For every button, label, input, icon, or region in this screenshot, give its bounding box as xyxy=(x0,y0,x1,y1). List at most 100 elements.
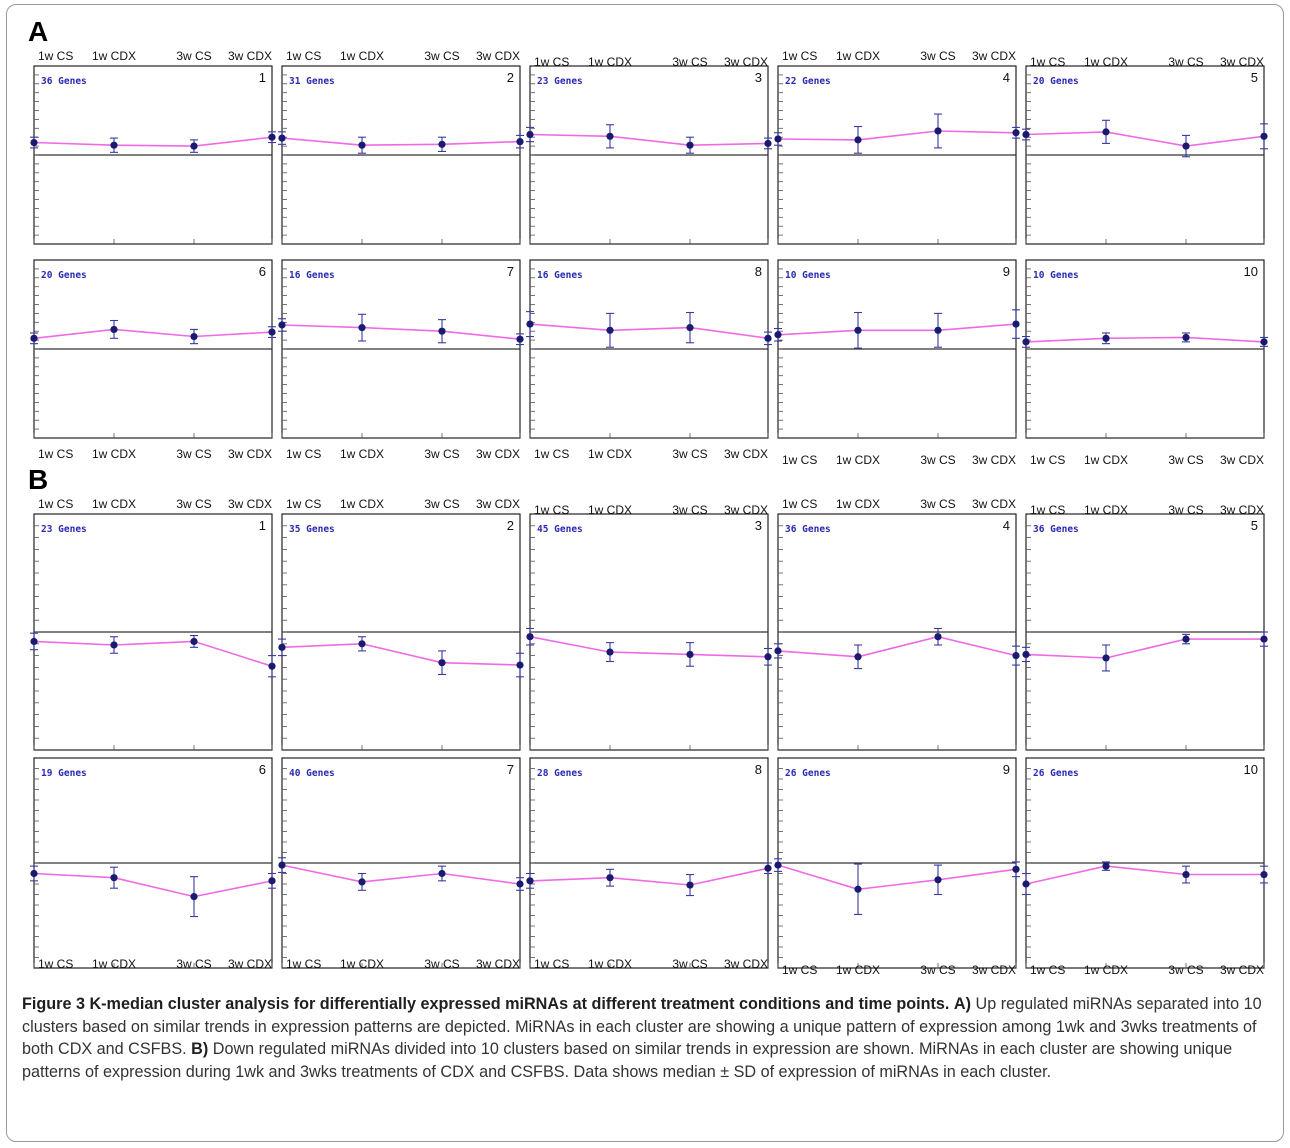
panel-a-cluster-8-point-1 xyxy=(606,326,614,334)
panel-b-cluster-7-category-label-1: 1w CDX xyxy=(340,957,384,971)
panel-b-cluster-6-category-label-1: 1w CDX xyxy=(92,957,136,971)
figure-caption: Figure 3 K-median cluster analysis for d… xyxy=(22,993,1272,1083)
panel-b-cluster-4-point-0 xyxy=(774,647,782,655)
panel-a-cluster-1-point-1 xyxy=(110,141,118,149)
panel-b-cluster-7-genes-label: 40 Genes xyxy=(289,768,335,779)
panel-b-cluster-8-category-label-2: 3w CS xyxy=(672,957,707,971)
panel-b-cluster-10-number: 10 xyxy=(1244,762,1258,777)
panel-a-cluster-8-point-2 xyxy=(686,324,694,332)
panel-b-cluster-3-point-1 xyxy=(606,648,614,656)
panel-a-cluster-4-category-label-1: 1w CDX xyxy=(836,49,880,63)
panel-b-cluster-9-category-label-0: 1w CS xyxy=(782,963,817,977)
panel-a-cluster-3-point-0 xyxy=(526,130,534,139)
panel-a-cluster-4-point-3 xyxy=(1012,129,1020,137)
panel-a-cluster-8-category-label-3: 3w CDX xyxy=(724,447,768,461)
panel-a-cluster-5-point-3 xyxy=(1260,132,1268,140)
panel-b-cluster-6-point-0 xyxy=(30,869,38,878)
panel-a-cluster-2-category-label-0: 1w CS xyxy=(286,49,321,63)
panel-b-cluster-2-category-label-2: 3w CS xyxy=(424,497,459,511)
panel-b-cluster-10-point-2 xyxy=(1182,870,1190,879)
panel-b-cluster-5-point-2 xyxy=(1182,635,1190,643)
panel-a-cluster-4-category-label-0: 1w CS xyxy=(782,49,817,63)
panel-a-cluster-5-point-2 xyxy=(1182,142,1190,150)
panel-b-cluster-4-genes-label: 36 Genes xyxy=(785,524,831,535)
panel-a-cluster-4-category-label-2: 3w CS xyxy=(920,49,955,63)
panel-b-cluster-4-number: 4 xyxy=(1003,518,1010,533)
caption-label: Figure 3 xyxy=(22,995,85,1013)
panel-b-cluster-9-category-label-2: 3w CS xyxy=(920,963,955,977)
panel-b-cluster-7-median-line xyxy=(281,864,521,885)
panel-b-cluster-6-point-3 xyxy=(268,877,276,885)
panel-a-cluster-3-point-2 xyxy=(686,141,694,149)
panel-b-cluster-6-genes-label: 19 Genes xyxy=(41,768,87,779)
panel-a-cluster-7-category-label-3: 3w CDX xyxy=(476,447,520,461)
panel-a-cluster-9-point-1 xyxy=(854,326,862,334)
panel-a-cluster-6-point-1 xyxy=(110,325,118,334)
panel-b-cluster-10-category-label-1: 1w CDX xyxy=(1084,963,1128,977)
panel-b-cluster-1-point-0 xyxy=(30,637,38,646)
panel-b-cluster-10-point-1 xyxy=(1102,862,1110,870)
panel-b-cluster-5-point-1 xyxy=(1102,654,1110,662)
panel-b-cluster-7-point-2 xyxy=(438,869,446,878)
panel-a-cluster-10-genes-label: 10 Genes xyxy=(1033,270,1079,281)
panel-b-cluster-6-median-line xyxy=(33,872,273,898)
panel-b-cluster-9-median-line xyxy=(777,864,1017,891)
panel-a-cluster-10-number: 10 xyxy=(1244,264,1258,279)
panel-b-cluster-2-category-label-1: 1w CDX xyxy=(340,497,384,511)
panel-a-cluster-3-median-line xyxy=(529,133,769,147)
panel-b-cluster-7-point-1 xyxy=(358,878,366,886)
panel-b-cluster-1-point-2 xyxy=(190,637,198,646)
panel-b-cluster-8-number: 8 xyxy=(755,762,762,777)
panel-a-cluster-7-category-label-0: 1w CS xyxy=(286,447,321,461)
panel-a-cluster-8-number: 8 xyxy=(755,264,762,279)
panel-b-cluster-8-genes-label: 28 Genes xyxy=(537,768,583,779)
panel-a-cluster-7-point-3 xyxy=(516,335,524,343)
panel-a-cluster-8-category-label-1: 1w CDX xyxy=(588,447,632,461)
panel-b-cluster-1-category-label-2: 3w CS xyxy=(176,497,211,511)
panel-a-cluster-6-category-label-1: 1w CDX xyxy=(92,447,136,461)
panel-b-cluster-3-genes-label: 45 Genes xyxy=(537,524,583,535)
panel-b-cluster-1-genes-label: 23 Genes xyxy=(41,524,87,535)
panel-b-cluster-3-point-0 xyxy=(526,633,534,641)
panel-b-cluster-2-point-2 xyxy=(438,659,446,667)
panel-b-cluster-1-category-label-1: 1w CDX xyxy=(92,497,136,511)
panel-a-cluster-6-median-line xyxy=(33,328,273,340)
panel-a-cluster-8-point-3 xyxy=(764,334,772,342)
panel-a-cluster-5-point-1 xyxy=(1102,128,1110,136)
panel-a-cluster-7-category-label-1: 1w CDX xyxy=(340,447,384,461)
panel-b-cluster-7-category-label-0: 1w CS xyxy=(286,957,321,971)
panel-a-cluster-9-number: 9 xyxy=(1003,264,1010,279)
panel-b-cluster-5-category-label-3: 3w CDX xyxy=(1220,503,1264,517)
panel-a-cluster-10-point-0 xyxy=(1022,338,1030,346)
panel-a-cluster-9-median-line xyxy=(777,323,1017,336)
panel-b-cluster-5-number: 5 xyxy=(1251,518,1258,533)
panel-a-cluster-10-point-2 xyxy=(1182,333,1190,342)
panel-a-cluster-1-point-2 xyxy=(190,142,198,150)
panel-a-cluster-7-point-2 xyxy=(438,327,446,335)
panel-b-cluster-10-category-label-0: 1w CS xyxy=(1030,963,1065,977)
panel-a-cluster-2-point-3 xyxy=(516,138,524,146)
panel-b-cluster-5-category-label-1: 1w CDX xyxy=(1084,503,1128,517)
panel-a-cluster-10-point-1 xyxy=(1102,334,1110,342)
panel-b-cluster-3-category-label-2: 3w CS xyxy=(672,503,707,517)
panel-a-cluster-6-category-label-3: 3w CDX xyxy=(228,447,272,461)
panel-b-cluster-10-category-label-2: 3w CS xyxy=(1168,963,1203,977)
panel-b-cluster-3-category-label-0: 1w CS xyxy=(534,503,569,517)
panel-b-cluster-10-median-line xyxy=(1025,865,1264,885)
panel-a-cluster-8-point-0 xyxy=(526,320,534,328)
panel-b-cluster-2-category-label-3: 3w CDX xyxy=(476,497,520,511)
panel-a-cluster-10-category-label-3: 3w CDX xyxy=(1220,453,1264,467)
panel-b-cluster-9-category-label-1: 1w CDX xyxy=(836,963,880,977)
panel-b-cluster-5-point-0 xyxy=(1022,650,1030,659)
panel-b-cluster-9-point-3 xyxy=(1012,865,1020,873)
panel-b-cluster-2-median-line xyxy=(281,642,521,666)
panel-b-cluster-4-category-label-2: 3w CS xyxy=(920,497,955,511)
panel-b-cluster-7-number: 7 xyxy=(507,762,514,777)
panel-a-cluster-4-category-label-3: 3w CDX xyxy=(972,49,1016,63)
panel-a-cluster-9-category-label-0: 1w CS xyxy=(782,453,817,467)
panel-a-cluster-9-point-0 xyxy=(774,331,782,339)
panel-b-cluster-8-category-label-0: 1w CS xyxy=(534,957,569,971)
panel-b-cluster-9-point-2 xyxy=(934,876,942,884)
panel-b-cluster-4-point-3 xyxy=(1012,652,1020,660)
panel-b-cluster-8-median-line xyxy=(529,867,769,886)
